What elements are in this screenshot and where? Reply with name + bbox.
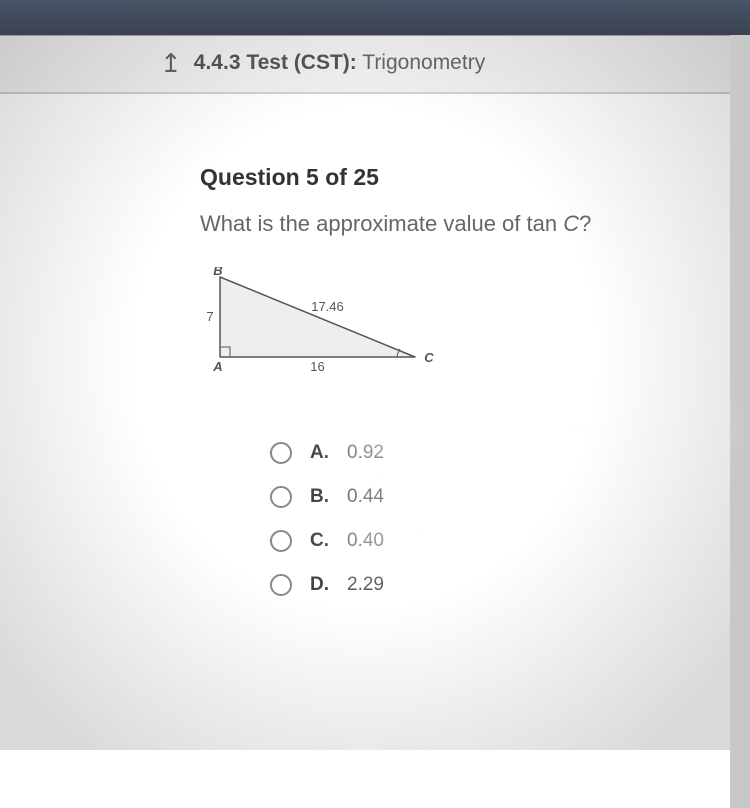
question-prompt: What is the approximate value of tan C?: [200, 211, 690, 237]
svg-text:C: C: [424, 350, 434, 365]
svg-text:17.46: 17.46: [311, 299, 344, 314]
answer-value: 0.44: [347, 486, 384, 508]
answer-list: A. 0.92 B. 0.44 C. 0.40 D. 2.29: [200, 442, 690, 596]
prompt-prefix: What is the approximate value of tan: [200, 211, 563, 236]
radio-icon: [270, 574, 292, 596]
svg-text:B: B: [213, 267, 222, 278]
answer-option-b[interactable]: B. 0.44: [270, 486, 690, 508]
answer-letter: D.: [310, 574, 329, 596]
test-title: Trigonometry: [362, 51, 485, 74]
header-text: 4.4.3 Test (CST): Trigonometry: [194, 51, 485, 75]
prompt-suffix: ?: [579, 211, 591, 236]
back-arrow-icon[interactable]: ↥: [160, 50, 182, 76]
test-code: 4.4.3: [194, 51, 241, 74]
answer-value: 0.92: [347, 442, 384, 464]
answer-letter: C.: [310, 530, 329, 552]
test-label: Test (CST):: [246, 51, 356, 74]
answer-letter: B.: [310, 486, 329, 508]
radio-icon: [270, 486, 292, 508]
test-header: ↥ 4.4.3 Test (CST): Trigonometry: [0, 36, 730, 94]
answer-option-c[interactable]: C. 0.40: [270, 530, 690, 552]
page-container: ↥ 4.4.3 Test (CST): Trigonometry Questio…: [0, 35, 730, 750]
triangle-diagram: B A C 7 16 17.46: [200, 267, 690, 387]
svg-text:16: 16: [310, 359, 324, 374]
browser-chrome-bar: [0, 0, 750, 35]
question-content: Question 5 of 25 What is the approximate…: [0, 94, 730, 808]
svg-text:7: 7: [206, 309, 213, 324]
answer-letter: A.: [310, 442, 329, 464]
answer-value: 2.29: [347, 574, 384, 596]
radio-icon: [270, 530, 292, 552]
question-number: Question 5 of 25: [200, 164, 690, 191]
radio-icon: [270, 442, 292, 464]
triangle-svg: B A C 7 16 17.46: [200, 267, 450, 382]
answer-option-d[interactable]: D. 2.29: [270, 574, 690, 596]
prompt-variable: C: [563, 211, 579, 236]
answer-value: 0.40: [347, 530, 384, 552]
answer-option-a[interactable]: A. 0.92: [270, 442, 690, 464]
svg-text:A: A: [212, 359, 222, 374]
